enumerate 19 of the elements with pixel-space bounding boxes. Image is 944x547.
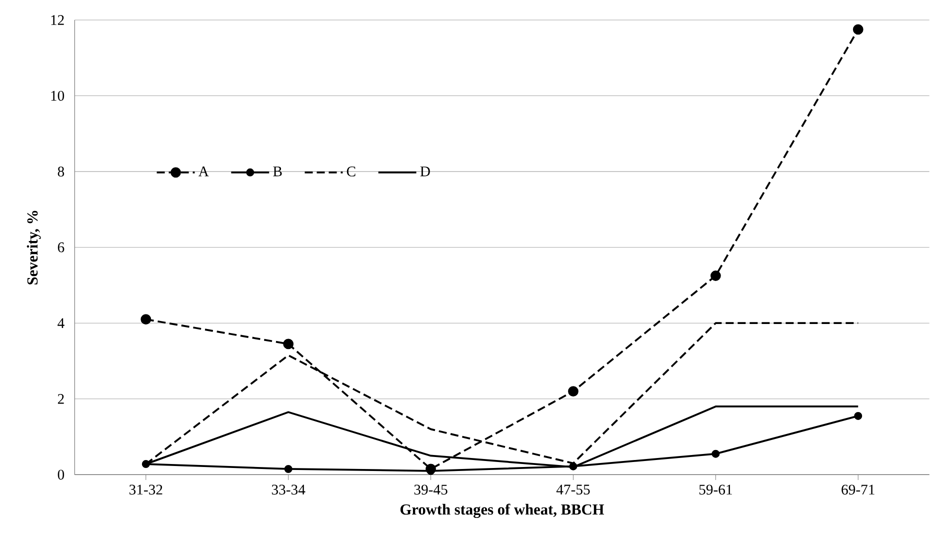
- x-tick-label: 33-34: [272, 484, 306, 495]
- x-tick-label: 69-71: [842, 484, 874, 495]
- x-tick-label: 59-61: [699, 484, 732, 495]
- x-tick-label: 31-32: [129, 484, 162, 495]
- y-axis-title: Severity, %: [26, 211, 41, 285]
- y-tick-label: 6: [58, 242, 64, 252]
- y-tick-label: 10: [51, 90, 64, 101]
- y-tick-label: 0: [58, 470, 64, 480]
- legend-label: A: [198, 166, 209, 176]
- x-tick-label: 39-45: [414, 484, 448, 495]
- x-tick-label: 47-55: [556, 484, 590, 495]
- y-tick-label: 2: [58, 394, 64, 404]
- legend-label: D: [420, 166, 430, 176]
- legend-label: B: [273, 166, 282, 176]
- y-tick-label: 4: [58, 318, 64, 328]
- y-tick-label: 8: [58, 166, 64, 177]
- y-tick-label: 12: [51, 15, 64, 26]
- legend-label: C: [346, 166, 356, 177]
- x-axis-title: Growth stages of wheat, BBCH: [400, 504, 604, 518]
